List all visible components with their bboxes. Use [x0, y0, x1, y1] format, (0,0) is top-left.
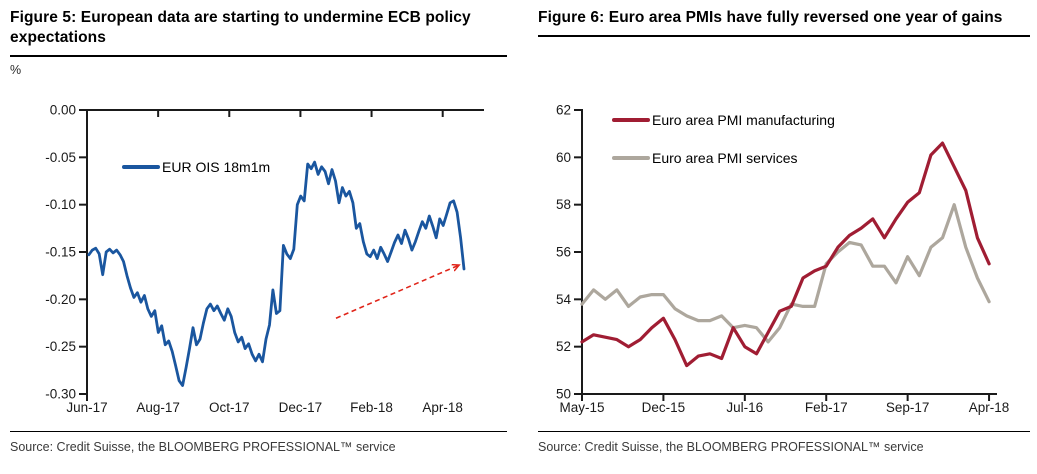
- svg-text:-0.30: -0.30: [45, 387, 76, 402]
- svg-text:Apr-18: Apr-18: [969, 400, 1010, 415]
- legend-label-pmi-manufacturing: Euro area PMI manufacturing: [652, 111, 835, 128]
- svg-text:54: 54: [556, 292, 572, 307]
- legend-label-eur-ois: EUR OIS 18m1m: [162, 158, 271, 175]
- svg-text:Feb-17: Feb-17: [805, 400, 848, 415]
- svg-text:-0.10: -0.10: [45, 197, 76, 212]
- figure6-legend: Euro area PMI manufacturing Euro area PM…: [612, 111, 835, 166]
- legend-item-pmi-manufacturing: Euro area PMI manufacturing: [612, 111, 835, 128]
- legend-item-eur-ois: EUR OIS 18m1m: [122, 158, 270, 175]
- svg-text:Dec-17: Dec-17: [279, 400, 323, 415]
- svg-text:Jul-16: Jul-16: [726, 400, 763, 415]
- legend-label-pmi-services: Euro area PMI services: [652, 149, 798, 166]
- svg-text:0.00: 0.00: [50, 103, 76, 118]
- figure5-panel: Figure 5: European data are starting to …: [10, 8, 507, 466]
- svg-text:Jun-17: Jun-17: [66, 400, 107, 415]
- svg-text:56: 56: [556, 245, 571, 260]
- pmi-manufacturing-line-swatch: [612, 117, 650, 122]
- svg-text:-0.25: -0.25: [45, 339, 76, 354]
- svg-text:-0.15: -0.15: [45, 245, 76, 260]
- svg-text:Dec-15: Dec-15: [642, 400, 686, 415]
- svg-text:Aug-17: Aug-17: [136, 400, 180, 415]
- figure6-panel: Figure 6: Euro area PMIs have fully reve…: [538, 8, 1030, 466]
- figure6-title: Figure 6: Euro area PMIs have fully reve…: [538, 8, 1030, 37]
- svg-text:-0.05: -0.05: [45, 150, 76, 165]
- svg-text:50: 50: [556, 387, 571, 402]
- legend-item-pmi-services: Euro area PMI services: [612, 149, 835, 166]
- svg-text:Sep-17: Sep-17: [886, 400, 930, 415]
- svg-text:Oct-17: Oct-17: [209, 400, 250, 415]
- svg-text:May-15: May-15: [559, 400, 604, 415]
- figure5-source-note: Source: Credit Suisse, the BLOOMBERG PRO…: [10, 431, 507, 454]
- svg-text:60: 60: [556, 150, 571, 165]
- figure5-y-unit-label: %: [10, 63, 22, 77]
- svg-text:58: 58: [556, 197, 571, 212]
- svg-text:-0.20: -0.20: [45, 292, 76, 307]
- figure5-legend: EUR OIS 18m1m: [122, 158, 270, 175]
- svg-text:Feb-18: Feb-18: [350, 400, 393, 415]
- figure5-line-chart: 0.00 -0.05 -0.10 -0.15 -0.20 -0.25 -0.30Jun-17…: [45, 103, 484, 415]
- svg-text:52: 52: [556, 339, 571, 354]
- pmi-services-line-swatch: [612, 155, 650, 160]
- figure6-source-note: Source: Credit Suisse, the BLOOMBERG PRO…: [538, 431, 1030, 454]
- svg-text:62: 62: [556, 103, 571, 118]
- svg-text:Apr-18: Apr-18: [422, 400, 463, 415]
- eur-ois-line-swatch: [122, 164, 160, 169]
- figure5-title: Figure 5: European data are starting to …: [10, 8, 507, 57]
